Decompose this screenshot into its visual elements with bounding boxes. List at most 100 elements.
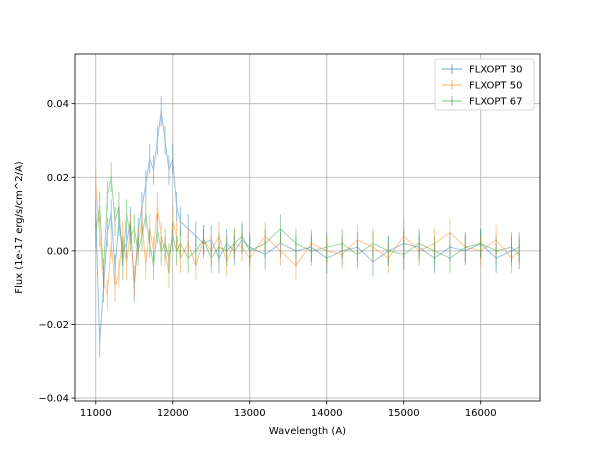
data-point <box>118 205 120 208</box>
data-point <box>156 205 159 208</box>
data-point <box>171 220 174 223</box>
data-point <box>125 264 128 267</box>
data-point <box>98 205 101 208</box>
data-point <box>233 250 236 252</box>
data-point <box>98 342 101 344</box>
data-point <box>464 246 467 248</box>
data-point <box>187 257 189 260</box>
data-point <box>248 250 251 252</box>
data-point <box>133 279 136 282</box>
series-line <box>95 184 520 296</box>
data-point <box>121 250 124 252</box>
data-point <box>106 231 109 234</box>
data-point <box>518 246 521 248</box>
data-point <box>495 257 497 260</box>
legend: FLXOPT 30 FLXOPT 50 FLXOPT 67 <box>434 58 535 111</box>
data-point <box>152 169 155 171</box>
data-point <box>248 246 251 248</box>
data-point <box>479 250 482 252</box>
data-point <box>341 250 343 252</box>
data-point <box>510 250 513 252</box>
data-point <box>310 242 313 245</box>
legend-item: FLXOPT 50 <box>442 80 522 92</box>
data-point <box>479 242 482 245</box>
data-point <box>102 286 105 289</box>
data-point <box>106 294 109 296</box>
data-point <box>387 250 390 252</box>
data-point <box>175 235 178 237</box>
data-point <box>110 213 112 215</box>
data-point <box>164 242 166 245</box>
legend-label: FLXOPT 30 <box>469 65 522 76</box>
data-point <box>152 250 155 252</box>
data-point <box>279 242 282 245</box>
data-point <box>341 253 343 256</box>
y-tick-label: −0.02 <box>38 320 69 331</box>
data-point <box>479 242 482 245</box>
data-point <box>402 242 405 245</box>
data-point <box>148 158 151 160</box>
data-point <box>433 242 436 245</box>
data-point <box>202 242 205 245</box>
data-point <box>118 272 120 274</box>
x-axis-label: Wavelength (A) <box>269 426 346 437</box>
data-point <box>310 246 313 248</box>
data-point <box>264 253 266 256</box>
data-point <box>295 242 297 245</box>
x-tick-label: 13000 <box>234 408 266 419</box>
axes-frame <box>74 53 541 402</box>
data-point <box>114 268 116 271</box>
data-point <box>387 257 390 260</box>
data-point <box>341 242 343 245</box>
legend-item: FLXOPT 30 <box>442 64 522 76</box>
data-point <box>114 220 116 223</box>
data-point <box>156 227 159 230</box>
series-line <box>95 177 520 273</box>
data-point <box>325 257 328 260</box>
series-flxopt-30 <box>94 96 521 358</box>
data-point <box>372 261 374 263</box>
data-point <box>464 250 467 252</box>
data-point <box>279 227 282 230</box>
data-point <box>518 250 521 252</box>
data-point <box>133 286 136 289</box>
data-point <box>210 250 213 252</box>
data-point <box>325 250 328 252</box>
data-point <box>241 239 243 241</box>
data-point <box>387 250 390 252</box>
data-point <box>121 235 124 237</box>
series-flxopt-50 <box>94 169 521 310</box>
data-point <box>187 242 189 245</box>
data-point <box>449 257 451 260</box>
data-point <box>433 257 436 260</box>
data-point <box>98 231 101 234</box>
data-point <box>171 158 174 160</box>
data-point <box>202 239 205 241</box>
data-point <box>129 227 132 230</box>
data-point <box>156 139 159 142</box>
data-point <box>152 264 155 267</box>
data-point <box>160 235 163 237</box>
data-point <box>402 253 405 256</box>
y-tick-label: −0.04 <box>38 394 69 405</box>
y-axis: −0.04 −0.02 0.00 0.02 0.04 <box>38 99 75 405</box>
data-point <box>125 242 128 245</box>
data-point <box>137 250 139 252</box>
data-point <box>141 220 143 223</box>
legend-item: FLXOPT 67 <box>442 96 522 108</box>
y-axis-label: Flux (1e-17 erg/s/cm^2/A) <box>14 161 25 293</box>
data-point <box>175 250 178 252</box>
y-tick-label: 0.02 <box>47 173 69 184</box>
data-point <box>510 246 513 248</box>
data-point <box>295 264 297 267</box>
data-point <box>102 272 105 274</box>
data-point <box>210 239 213 241</box>
data-point <box>145 264 147 267</box>
data-point <box>175 205 178 208</box>
data-point <box>279 250 282 252</box>
data-point <box>106 194 109 197</box>
x-tick-label: 15000 <box>388 408 420 419</box>
data-point <box>114 286 116 289</box>
data-point <box>325 246 328 248</box>
data-point <box>129 235 132 237</box>
